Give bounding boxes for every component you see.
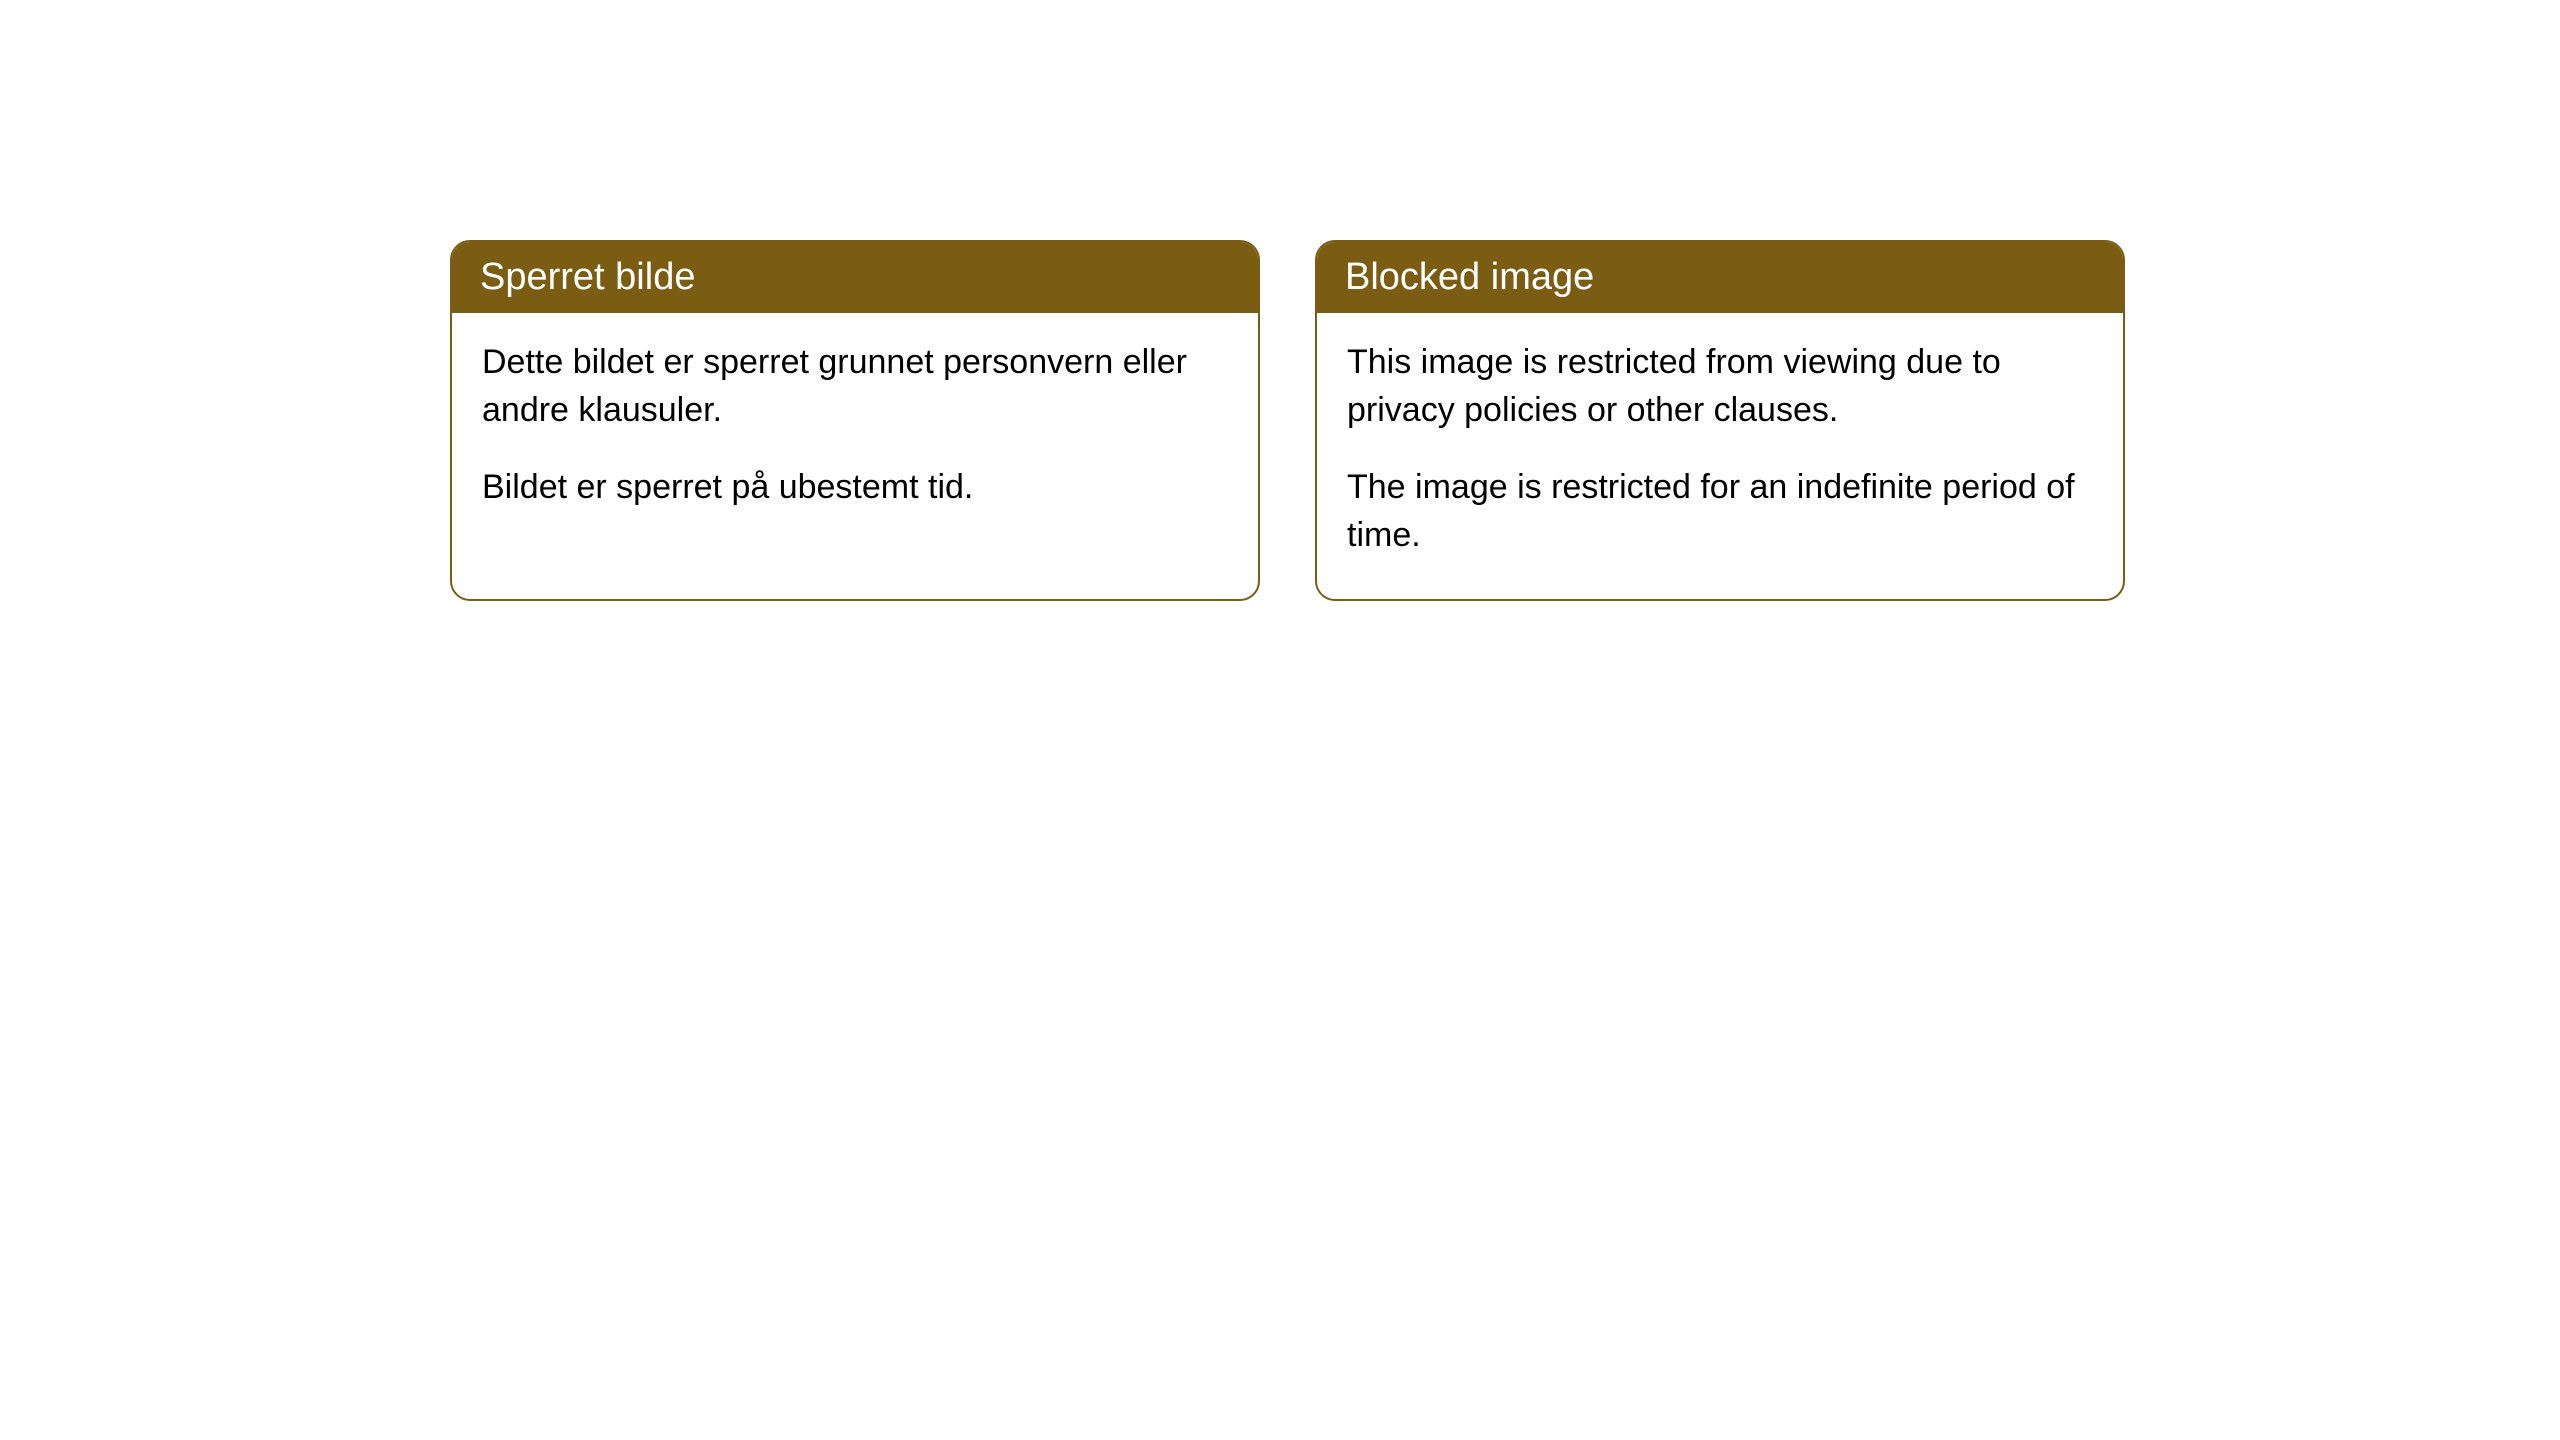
card-para2-no: Bildet er sperret på ubestemt tid. <box>482 464 1228 512</box>
card-header-no: Sperret bilde <box>452 242 1258 313</box>
card-para1-no: Dette bildet er sperret grunnet personve… <box>482 339 1228 434</box>
blocked-image-card-no: Sperret bilde Dette bildet er sperret gr… <box>450 240 1260 601</box>
cards-container: Sperret bilde Dette bildet er sperret gr… <box>450 240 2125 601</box>
card-para1-en: This image is restricted from viewing du… <box>1347 339 2093 434</box>
card-body-no: Dette bildet er sperret grunnet personve… <box>452 313 1258 552</box>
card-title-no: Sperret bilde <box>480 256 695 298</box>
card-body-en: This image is restricted from viewing du… <box>1317 313 2123 599</box>
blocked-image-card-en: Blocked image This image is restricted f… <box>1315 240 2125 601</box>
card-header-en: Blocked image <box>1317 242 2123 313</box>
card-title-en: Blocked image <box>1345 256 1594 298</box>
card-para2-en: The image is restricted for an indefinit… <box>1347 464 2093 559</box>
